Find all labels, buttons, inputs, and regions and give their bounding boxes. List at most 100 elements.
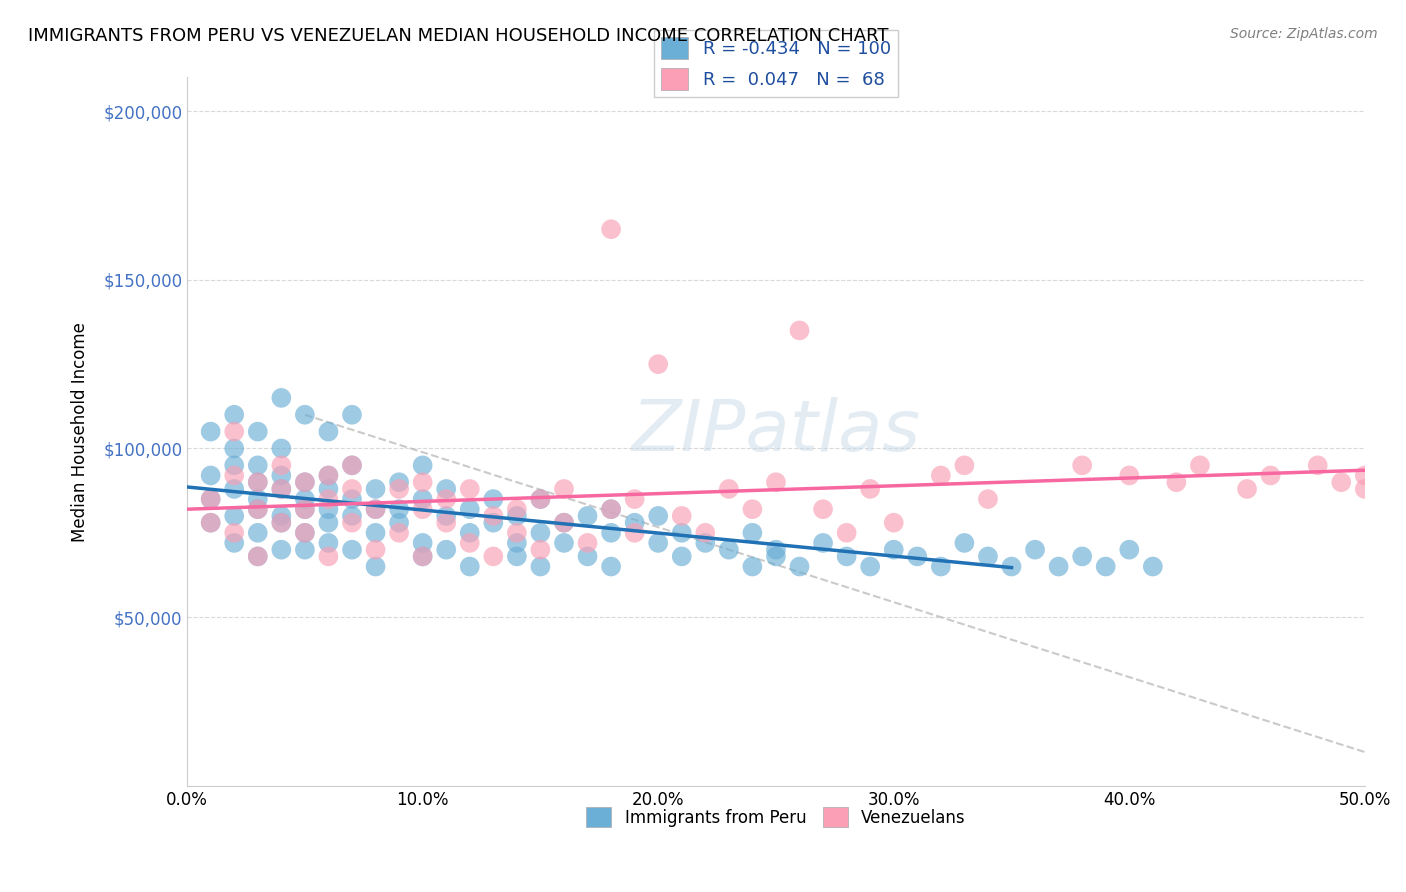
Point — [765, 475, 787, 490]
Point — [1166, 475, 1188, 490]
Point — [270, 516, 292, 530]
Text: ZIPatlas: ZIPatlas — [631, 397, 921, 467]
Point — [388, 525, 411, 540]
Point — [318, 425, 340, 439]
Point — [224, 425, 246, 439]
Point — [434, 482, 457, 496]
Point — [200, 516, 222, 530]
Point — [364, 525, 387, 540]
Point — [246, 549, 269, 564]
Point — [1354, 468, 1376, 483]
Point — [294, 408, 316, 422]
Point — [340, 458, 363, 473]
Point — [246, 549, 269, 564]
Point — [835, 549, 858, 564]
Point — [294, 525, 316, 540]
Point — [412, 536, 434, 550]
Point — [553, 516, 575, 530]
Point — [623, 525, 645, 540]
Point — [482, 516, 505, 530]
Point — [1188, 458, 1211, 473]
Point — [434, 508, 457, 523]
Point — [340, 458, 363, 473]
Point — [1260, 468, 1282, 483]
Point — [246, 502, 269, 516]
Point — [458, 559, 481, 574]
Point — [883, 516, 905, 530]
Point — [482, 549, 505, 564]
Point — [811, 502, 834, 516]
Point — [340, 516, 363, 530]
Point — [695, 536, 717, 550]
Point — [623, 492, 645, 507]
Point — [929, 559, 952, 574]
Point — [434, 542, 457, 557]
Point — [859, 482, 882, 496]
Point — [600, 525, 623, 540]
Point — [224, 442, 246, 456]
Point — [529, 559, 551, 574]
Point — [717, 482, 740, 496]
Point — [811, 536, 834, 550]
Point — [623, 516, 645, 530]
Point — [246, 425, 269, 439]
Point — [506, 525, 529, 540]
Point — [224, 525, 246, 540]
Point — [741, 525, 763, 540]
Point — [412, 549, 434, 564]
Point — [246, 458, 269, 473]
Point — [859, 559, 882, 574]
Point — [741, 502, 763, 516]
Point — [200, 492, 222, 507]
Point — [294, 492, 316, 507]
Point — [671, 525, 693, 540]
Point — [929, 468, 952, 483]
Point — [576, 508, 599, 523]
Point — [953, 536, 976, 550]
Point — [553, 536, 575, 550]
Point — [224, 458, 246, 473]
Point — [224, 408, 246, 422]
Point — [318, 536, 340, 550]
Point — [200, 468, 222, 483]
Point — [270, 468, 292, 483]
Point — [695, 525, 717, 540]
Point — [340, 408, 363, 422]
Point — [340, 508, 363, 523]
Point — [1354, 482, 1376, 496]
Point — [200, 425, 222, 439]
Point — [224, 482, 246, 496]
Point — [1071, 549, 1094, 564]
Point — [529, 492, 551, 507]
Point — [224, 508, 246, 523]
Point — [246, 475, 269, 490]
Point — [1306, 458, 1329, 473]
Point — [1047, 559, 1070, 574]
Point — [953, 458, 976, 473]
Point — [246, 502, 269, 516]
Point — [789, 559, 811, 574]
Point — [294, 525, 316, 540]
Point — [364, 482, 387, 496]
Point — [717, 542, 740, 557]
Legend: Immigrants from Peru, Venezuelans: Immigrants from Peru, Venezuelans — [579, 800, 973, 834]
Y-axis label: Median Household Income: Median Household Income — [72, 322, 89, 541]
Point — [506, 508, 529, 523]
Point — [600, 502, 623, 516]
Point — [270, 482, 292, 496]
Point — [576, 536, 599, 550]
Point — [412, 502, 434, 516]
Point — [458, 536, 481, 550]
Point — [576, 549, 599, 564]
Point — [600, 222, 623, 236]
Point — [294, 475, 316, 490]
Point — [529, 492, 551, 507]
Point — [318, 516, 340, 530]
Point — [647, 536, 669, 550]
Point — [506, 536, 529, 550]
Point — [412, 492, 434, 507]
Point — [340, 542, 363, 557]
Point — [647, 508, 669, 523]
Point — [246, 492, 269, 507]
Point — [458, 525, 481, 540]
